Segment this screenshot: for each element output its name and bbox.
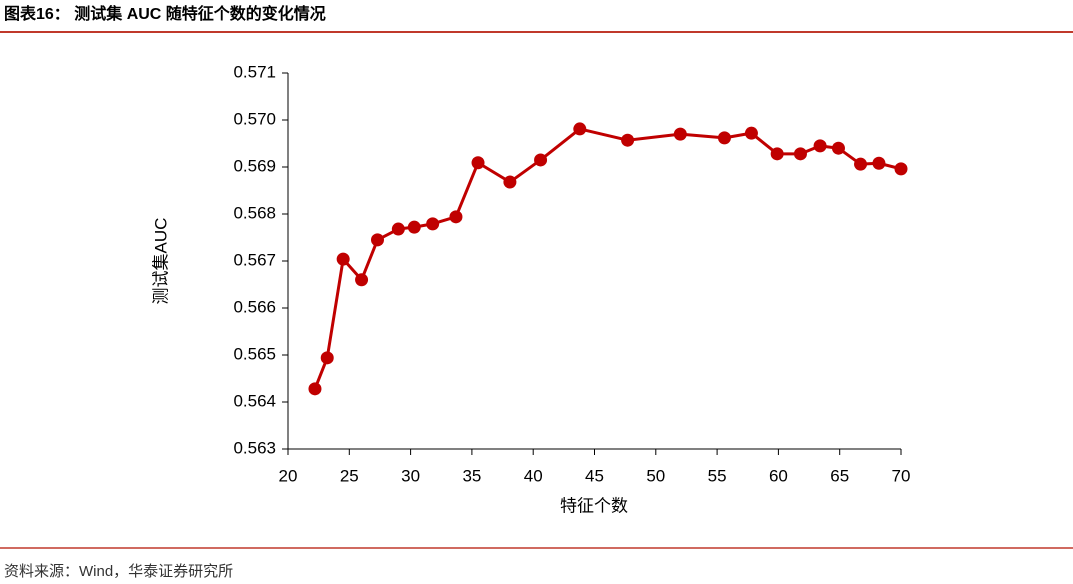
- data-point: [894, 162, 908, 176]
- data-point: [621, 133, 635, 147]
- x-tick-label: 60: [769, 466, 788, 485]
- data-point: [503, 175, 517, 189]
- x-tick-label: 55: [708, 466, 727, 485]
- x-tick-label: 65: [830, 466, 849, 485]
- data-point: [471, 156, 485, 170]
- x-tick-label: 70: [892, 466, 911, 485]
- x-tick-label: 45: [585, 466, 604, 485]
- source-note: 资料来源：Wind，华泰证券研究所: [4, 563, 233, 580]
- y-tick-label: 0.564: [233, 391, 276, 410]
- data-point: [407, 220, 421, 234]
- data-point: [534, 153, 548, 167]
- data-point: [744, 126, 758, 140]
- data-point: [370, 233, 384, 247]
- data-point: [793, 147, 807, 161]
- data-point: [320, 351, 334, 365]
- data-point: [449, 210, 463, 224]
- data-point: [854, 157, 868, 171]
- data-point: [391, 222, 405, 236]
- data-point: [355, 273, 369, 287]
- y-tick-label: 0.569: [233, 156, 276, 175]
- data-point: [573, 122, 587, 136]
- data-point: [813, 139, 827, 153]
- data-point: [673, 127, 687, 141]
- x-tick-label: 35: [462, 466, 481, 485]
- y-tick-label: 0.566: [233, 297, 276, 316]
- data-point: [336, 252, 350, 266]
- y-tick-label: 0.567: [233, 250, 276, 269]
- x-tick-label: 20: [279, 466, 298, 485]
- data-point: [770, 147, 784, 161]
- data-point: [426, 217, 440, 231]
- x-axis-label: 特征个数: [560, 496, 628, 515]
- data-point: [308, 382, 322, 396]
- x-tick-label: 30: [401, 466, 420, 485]
- data-point: [717, 131, 731, 145]
- y-tick-label: 0.568: [233, 203, 276, 222]
- y-tick-label: 0.571: [233, 62, 276, 81]
- data-line: [313, 127, 902, 390]
- data-point: [831, 141, 845, 155]
- x-tick-label: 25: [340, 466, 359, 485]
- chart-title: 图表16： 测试集 AUC 随特征个数的变化情况: [4, 4, 326, 23]
- x-tick-label: 40: [524, 466, 543, 485]
- y-tick-label: 0.563: [233, 438, 276, 457]
- x-tick-label: 50: [646, 466, 665, 485]
- data-point: [872, 156, 886, 170]
- y-axis-label: 测试集AUC: [151, 218, 170, 305]
- y-tick-label: 0.565: [233, 344, 276, 363]
- y-tick-label: 0.570: [233, 109, 276, 128]
